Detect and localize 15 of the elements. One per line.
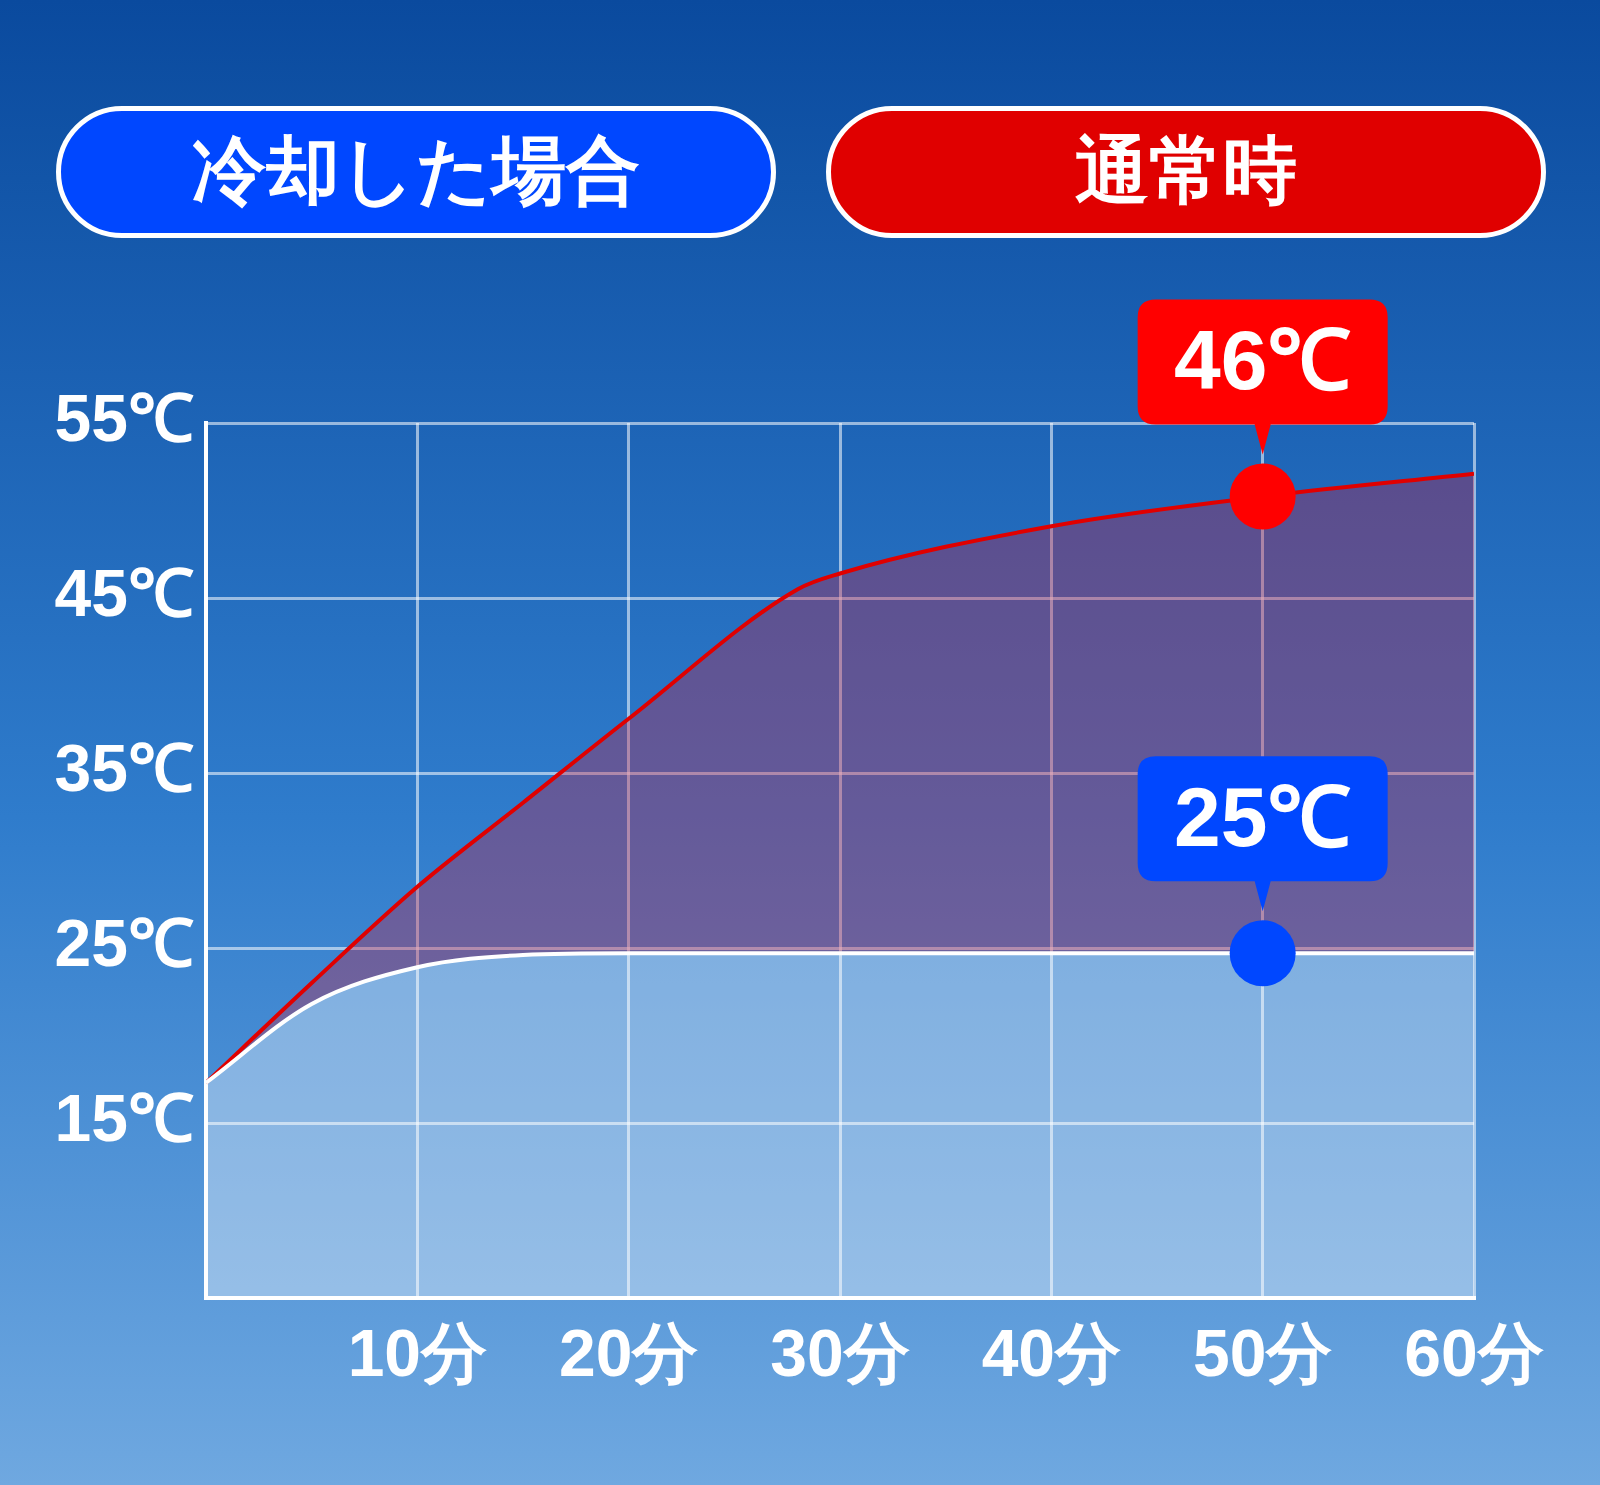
annotation: 46℃ — [1173, 313, 1352, 408]
y-tick-label: 25℃ — [54, 906, 194, 981]
x-tick-label: 40分 — [981, 1315, 1122, 1390]
y-tick-label: 15℃ — [54, 1081, 194, 1156]
y-tick-label: 35℃ — [54, 731, 194, 806]
y-tick-label: 45℃ — [54, 556, 194, 631]
y-tick-label: 55℃ — [54, 381, 194, 456]
x-tick-label: 30分 — [770, 1315, 910, 1390]
x-tick-label: 50分 — [1192, 1315, 1333, 1390]
x-tick-label: 10分 — [347, 1315, 488, 1390]
text: 冷却した場合 — [56, 106, 776, 238]
x-tick-label: 60分 — [1404, 1315, 1544, 1390]
text: 通常時 — [826, 106, 1546, 238]
x-tick-label: 20分 — [558, 1315, 699, 1390]
annotation: 25℃ — [1173, 769, 1352, 864]
